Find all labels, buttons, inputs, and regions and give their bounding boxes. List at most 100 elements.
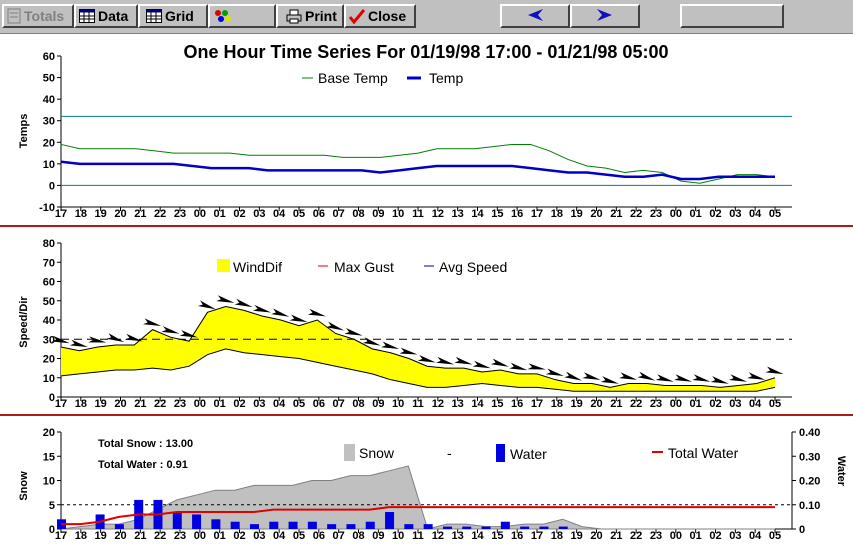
y-tick-label: 60 (43, 277, 55, 289)
legend-label: Max Gust (334, 259, 394, 275)
close-button[interactable]: Close (344, 4, 416, 28)
wind-direction-arrow (143, 318, 162, 326)
wind-direction-arrow (564, 371, 583, 381)
checkmark-icon (349, 8, 365, 24)
x-tick-label: 03 (253, 398, 265, 410)
x-tick-label: 13 (452, 208, 464, 220)
x-tick-label: 23 (174, 208, 186, 220)
x-tick-label: 17 (55, 398, 67, 410)
x-tick-label: 12 (432, 208, 444, 220)
x-tick-label: 08 (352, 208, 364, 220)
wind-panel: 0 10 20 30 40 50 60 70 80 17 18 19 20 21 22 23 00 01 02 03 0… (0, 227, 853, 414)
x-tick-label: 02 (233, 208, 245, 220)
wind-direction-arrow (545, 368, 565, 377)
x-tick-label: 19 (571, 208, 583, 220)
x-tick-label: 06 (313, 208, 325, 220)
water-bar (442, 526, 452, 529)
totals-button[interactable]: Totals (2, 4, 74, 28)
legend-label: Temp (429, 70, 463, 86)
y-tick-label: 20 (43, 427, 55, 439)
x-tick-label: 04 (273, 398, 286, 410)
x-tick-label: 18 (551, 530, 563, 542)
y-tick-label: 60 (43, 51, 55, 63)
temperature-panel: One Hour Time Series For 01/19/98 17:00 … (0, 35, 853, 225)
x-tick-label: 20 (114, 208, 126, 220)
chart-title: One Hour Time Series For 01/19/98 17:00 … (184, 42, 669, 62)
x-tick-label: 00 (670, 208, 682, 220)
totals-icon (7, 8, 21, 24)
x-tick-label: 05 (769, 208, 781, 220)
y-tick-label: 20 (43, 137, 55, 149)
x-tick-label: 05 (293, 208, 305, 220)
y2-tick-label: 0.40 (799, 427, 820, 439)
x-tick-label: 23 (174, 398, 186, 410)
grid-button[interactable]: Grid (138, 4, 208, 28)
x-tick-label: 14 (471, 208, 484, 220)
water-bar (307, 521, 317, 529)
panel-divider (0, 414, 853, 416)
y-tick-label: 5 (49, 500, 55, 512)
x-tick-label: 11 (412, 398, 424, 410)
x-tick-label: 21 (134, 208, 146, 220)
x-tick-label: 20 (114, 530, 126, 542)
wind-direction-arrow (289, 314, 308, 323)
water-bar (172, 512, 182, 529)
wind-direction-arrow (69, 339, 89, 348)
y2-tick-label: 0.30 (799, 451, 820, 463)
x-tick-label: 00 (194, 398, 206, 410)
wind-direction-arrow (692, 374, 711, 382)
x-tick-label: 14 (471, 398, 484, 410)
x-tick-label: 01 (690, 530, 702, 542)
y-tick-label: 70 (43, 257, 55, 269)
x-tick-label: 20 (590, 530, 602, 542)
x-tick-label: 05 (293, 398, 305, 410)
next-button[interactable] (570, 4, 640, 28)
y-tick-label: 40 (43, 315, 55, 327)
grid-icon (146, 9, 162, 23)
legend-swatch (496, 444, 505, 462)
x-tick-label: 23 (650, 530, 662, 542)
x-tick-label: 21 (610, 530, 622, 542)
colors-button[interactable] (208, 4, 276, 28)
legend-label: Water (510, 446, 547, 462)
wind-direction-arrow (124, 333, 143, 342)
wind-direction-arrow (197, 300, 216, 310)
previous-button[interactable] (500, 4, 570, 28)
wind-direction-arrow (527, 363, 546, 370)
x-tick-label: 01 (214, 208, 226, 220)
water-bar (230, 521, 240, 529)
wind-direction-arrow (710, 376, 729, 384)
table-icon (79, 9, 95, 23)
wind-direction-arrow (728, 374, 748, 382)
x-tick-label: 03 (729, 530, 741, 542)
blank-button[interactable] (680, 4, 784, 28)
x-tick-label: 09 (372, 398, 384, 410)
x-tick-label: 10 (392, 398, 404, 410)
x-tick-label: 01 (214, 398, 226, 410)
x-tick-label: 00 (670, 530, 682, 542)
x-tick-label: 13 (452, 530, 464, 542)
total-water-annotation: Total Water : 0.91 (98, 459, 188, 471)
wind-direction-arrow (655, 374, 674, 382)
base-temp-line (60, 143, 776, 184)
water-bar (365, 521, 375, 529)
water-bar (423, 524, 433, 529)
legend-label: Avg Speed (439, 259, 507, 275)
wind-direction-arrow (637, 371, 656, 381)
water-bar (520, 526, 530, 529)
data-button[interactable]: Data (74, 4, 138, 28)
water-bar (249, 524, 259, 529)
x-tick-label: 18 (551, 208, 563, 220)
palette-icon (213, 8, 233, 24)
panel-divider (0, 225, 853, 227)
print-button[interactable]: Print (276, 4, 344, 28)
x-tick-label: 19 (95, 208, 107, 220)
x-tick-label: 01 (690, 208, 702, 220)
axis-label: Temps (18, 114, 30, 149)
totals-label: Totals (24, 8, 65, 24)
x-tick-label: 21 (134, 398, 146, 410)
x-tick-label: 02 (709, 398, 721, 410)
wind-direction-arrow (106, 333, 125, 343)
x-tick-label: 00 (194, 530, 206, 542)
